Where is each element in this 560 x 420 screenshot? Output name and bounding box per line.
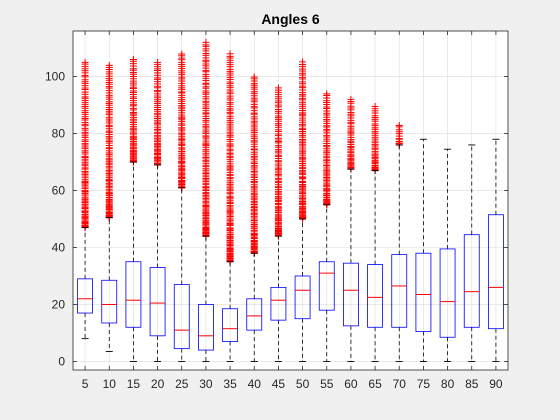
- x-tick-label: 75: [417, 377, 431, 391]
- outlier-marker: [178, 50, 186, 58]
- box-iqr: [343, 262, 359, 327]
- chart-title: Angles 6: [261, 11, 320, 27]
- box-iqr: [246, 298, 263, 331]
- x-tick-label: 90: [489, 377, 503, 391]
- x-tick-label: 20: [151, 377, 165, 391]
- x-tick-label: 80: [441, 377, 455, 391]
- outlier-markers: [347, 95, 355, 173]
- x-tick-label: 15: [127, 377, 141, 391]
- box-iqr: [439, 248, 456, 338]
- box-iqr: [101, 279, 118, 324]
- box-iqr: [198, 304, 214, 351]
- box-iqr: [488, 214, 504, 330]
- y-tick-label: 0: [58, 354, 65, 368]
- x-tick-label: 70: [393, 377, 407, 391]
- outlier-marker: [202, 38, 210, 46]
- outlier-markers: [371, 102, 379, 175]
- outlier-marker: [274, 84, 282, 92]
- x-tick-label: 50: [296, 377, 310, 391]
- y-tick-label: 100: [45, 70, 65, 84]
- outlier-markers: [105, 61, 113, 222]
- x-tick-label: 10: [103, 377, 117, 391]
- outlier-marker: [129, 55, 137, 63]
- box-iqr: [222, 308, 238, 342]
- y-tick-label: 60: [52, 184, 66, 198]
- box-iqr: [270, 286, 287, 321]
- box-iqr: [415, 252, 432, 332]
- outlier-marker: [226, 50, 234, 58]
- outlier-markers: [323, 90, 331, 209]
- outlier-markers: [129, 55, 137, 166]
- box-iqr: [125, 261, 142, 328]
- x-tick-label: 85: [465, 377, 479, 391]
- outlier-markers: [226, 50, 234, 266]
- box-iqr: [149, 267, 166, 337]
- x-tick-label: 55: [320, 377, 334, 391]
- outlier-marker: [81, 58, 89, 66]
- box-layer: [77, 138, 504, 362]
- outlier-marker: [395, 121, 403, 129]
- outlier-markers: [299, 58, 307, 223]
- y-tick-label: 40: [52, 241, 66, 255]
- outlier-marker: [323, 90, 331, 98]
- outlier-marker: [154, 58, 162, 66]
- x-tick-label: 40: [248, 377, 262, 391]
- axes-frame: [72, 30, 509, 371]
- outlier-markers: [81, 58, 89, 232]
- outlier-markers: [154, 58, 162, 169]
- x-tick-label: 25: [175, 377, 189, 391]
- x-tick-label: 35: [223, 377, 237, 391]
- box-iqr: [318, 261, 335, 311]
- outlier-marker: [250, 73, 258, 81]
- outlier-marker: [371, 102, 379, 110]
- outlier-markers: [202, 38, 210, 240]
- outlier-markers: [274, 84, 282, 240]
- box-iqr: [367, 264, 383, 328]
- x-tick-label: 60: [344, 377, 358, 391]
- x-tick-label: 65: [368, 377, 382, 391]
- tick-layer: 5 10 15 20 25 30 35 40 45 50 55 60 65 70 75 80 85 90 0 20 40…: [45, 31, 508, 391]
- x-tick-label: 5: [82, 377, 89, 391]
- box-iqr: [463, 234, 480, 328]
- box-iqr: [294, 275, 311, 320]
- y-tick-label: 80: [52, 127, 66, 141]
- outlier-markers: [178, 50, 186, 192]
- axes-background: [73, 31, 508, 370]
- outlier-marker: [299, 58, 307, 66]
- x-tick-label: 45: [272, 377, 286, 391]
- box-iqr: [77, 278, 93, 314]
- outlier-marker: [105, 61, 113, 69]
- box-iqr: [391, 254, 408, 328]
- outlier-marker: [347, 95, 355, 103]
- box-iqr: [173, 284, 190, 350]
- x-tick-label: 30: [199, 377, 213, 391]
- y-tick-label: 20: [52, 297, 66, 311]
